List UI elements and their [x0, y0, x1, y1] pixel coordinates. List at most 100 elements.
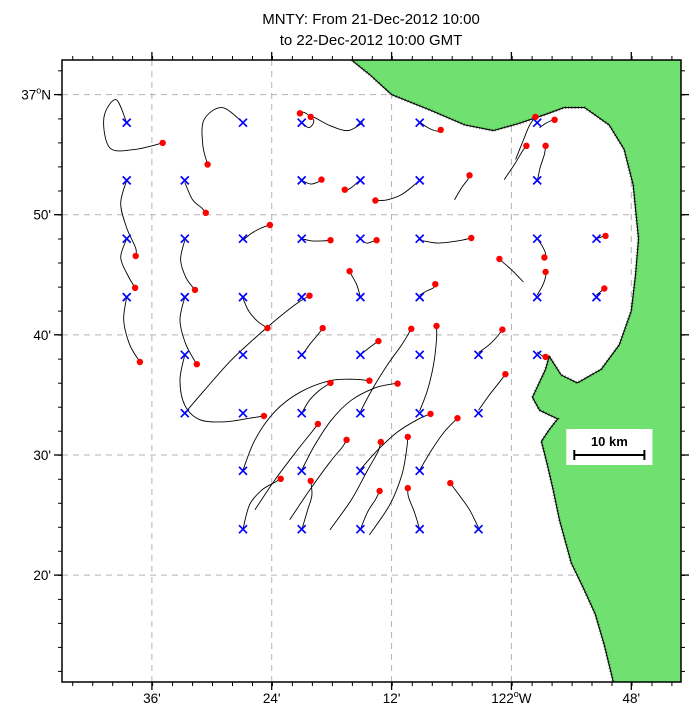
trajectory-end-dot	[499, 326, 506, 333]
trajectory-end-dot	[523, 142, 530, 149]
grid-x-marker	[415, 524, 425, 534]
grid-x-marker	[238, 408, 248, 418]
grid-x-marker	[297, 350, 307, 360]
trajectory-path	[454, 175, 470, 201]
trajectory-end-dot	[532, 113, 539, 121]
grid-x-marker	[122, 234, 132, 244]
trajectory-end-dot	[601, 285, 608, 292]
trajectory-path	[123, 297, 141, 363]
trajectory-end-dot	[306, 292, 313, 299]
grid-x-marker	[180, 350, 190, 360]
tick-label-layer: 36' 24' 12' 122oW 48' 37oN 50' 40' 30' 20'	[21, 86, 640, 706]
grid-x-marker	[238, 118, 248, 128]
frame-layer	[54, 52, 689, 690]
trajectory-end-dot	[496, 255, 503, 263]
grid-x-marker	[238, 292, 248, 302]
trajectory-end-dot	[191, 286, 199, 294]
trajectory-end-dot	[468, 234, 475, 242]
grid-x-marker	[473, 408, 484, 418]
trajectory-end-dot	[366, 377, 373, 384]
trajectory-path	[184, 182, 207, 214]
figure-title-line1: MNTY: From 21-Dec-2012 10:00	[262, 11, 480, 28]
trajectory-end-dot	[136, 358, 144, 366]
grid-x-marker	[473, 524, 484, 534]
grid-x-marker	[297, 524, 307, 534]
grid-x-marker	[122, 292, 132, 302]
grid-x-marker	[238, 524, 248, 534]
grid-x-marker	[532, 118, 542, 128]
y-tick-label: 37oN	[21, 86, 51, 103]
trajectory-path	[536, 145, 547, 182]
grid-x-marker	[415, 466, 425, 476]
x-tick-label: 24'	[263, 691, 281, 706]
trajectory-end-dot	[204, 161, 211, 168]
trajectory-end-dot	[277, 475, 284, 482]
land-polygon	[351, 60, 681, 682]
trajectory-end-dot	[314, 420, 322, 428]
trajectory-end-dot	[131, 284, 139, 291]
trajectory-path	[120, 238, 136, 289]
trajectory-end-dot	[260, 412, 268, 420]
grid-x-marker	[355, 408, 366, 418]
grid-x-marker	[180, 234, 190, 244]
grid-x-marker	[355, 350, 366, 360]
trajectory-path	[301, 238, 331, 242]
trajectory-path	[120, 180, 137, 257]
grid-x-marker	[180, 292, 190, 302]
trajectory-end-dot	[159, 139, 166, 147]
grid-x-marker	[180, 175, 190, 186]
trajectory-end-dot	[466, 172, 473, 179]
map-frame	[61, 59, 682, 683]
trajectory-path	[179, 297, 198, 365]
grid-x-marker	[355, 524, 366, 534]
trajectory-end-dot	[132, 252, 139, 260]
x-tick-label: 12'	[383, 691, 401, 706]
trajectory-end-dot	[319, 324, 326, 332]
trajectory-path	[349, 270, 361, 298]
trajectory-end-dot	[341, 186, 348, 193]
trajectory-end-dot	[502, 371, 509, 378]
grid-x-marker	[355, 292, 366, 302]
trajectory-end-dot	[375, 337, 382, 345]
grid-x-marker	[297, 118, 307, 128]
grid-x-marker	[297, 292, 307, 302]
trajectory-path	[515, 116, 536, 160]
trajectory-path	[369, 436, 409, 536]
trajectory-end-dot	[202, 209, 209, 216]
start-marker-layer	[122, 118, 602, 534]
trajectory-path	[242, 298, 268, 329]
trajectory-path	[242, 478, 281, 530]
x-tick-label: 122oW	[491, 689, 532, 706]
x-tick-label: 36'	[143, 691, 161, 706]
trajectory-path	[536, 271, 547, 296]
grid-x-marker	[238, 466, 248, 476]
grid-x-marker	[415, 118, 425, 128]
trajectory-end-dot	[408, 325, 415, 332]
trajectory-end-dot	[373, 237, 380, 244]
land-layer	[350, 58, 681, 683]
trajectory-end-dot	[343, 436, 350, 443]
trajectory-path	[407, 488, 421, 530]
y-tick-label: 40'	[33, 328, 51, 343]
trajectory-end-dot	[318, 176, 325, 183]
trajectory-path	[301, 382, 331, 414]
coastline-stipple	[350, 58, 641, 683]
grid-x-marker	[532, 234, 542, 244]
trajectory-path	[375, 180, 420, 201]
trajectory-end-dot	[404, 433, 411, 441]
trajectory-path	[360, 328, 412, 412]
trajectory-path	[360, 413, 431, 470]
grid-x-marker	[355, 234, 366, 244]
grid-x-marker	[415, 292, 425, 302]
grid-x-marker	[122, 175, 132, 186]
grid-x-marker	[473, 350, 484, 360]
trajectory-end-dot	[264, 324, 271, 332]
trajectory-end-dot	[404, 484, 411, 492]
trajectory-path	[184, 295, 310, 414]
trajectory-layer	[103, 99, 606, 536]
trajectory-end-dot	[432, 281, 439, 288]
x-tick-label: 48'	[623, 691, 641, 706]
trajectory-end-dot	[394, 380, 401, 387]
